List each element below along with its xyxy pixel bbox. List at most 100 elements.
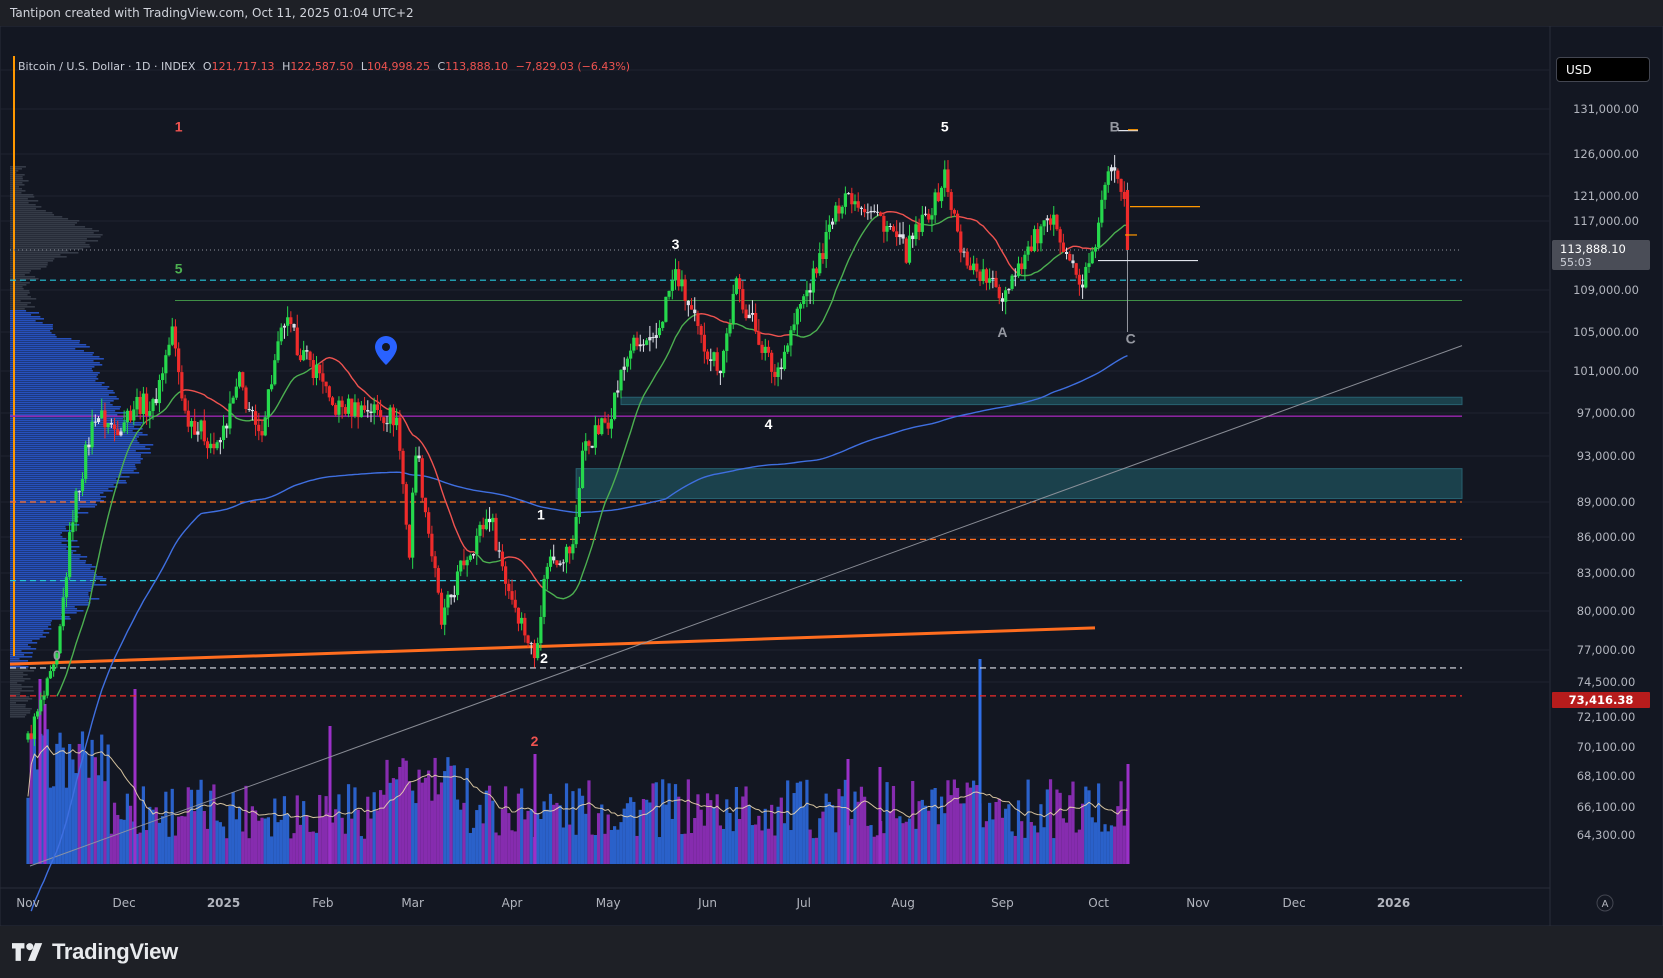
candle-body xyxy=(1023,254,1027,270)
volume-profile-bar xyxy=(10,568,91,570)
volume-bar xyxy=(298,824,303,864)
candle-body xyxy=(324,381,328,387)
volume-bar xyxy=(452,765,456,864)
ema-line-segment xyxy=(790,213,882,338)
volume-bar xyxy=(321,816,325,864)
volume-profile-bar xyxy=(10,220,80,222)
volume-profile-bar xyxy=(10,254,61,256)
volume-profile-bar xyxy=(10,480,126,482)
volume-bar xyxy=(145,830,149,864)
candle-body xyxy=(728,324,732,334)
volume-bar xyxy=(270,836,274,864)
volume-profile-bar xyxy=(10,334,56,336)
volume-bar xyxy=(821,811,825,864)
candle-body xyxy=(205,441,210,449)
volume-bar xyxy=(824,793,828,864)
candle-body xyxy=(279,327,283,342)
candle-body xyxy=(555,560,559,565)
volume-bar xyxy=(273,798,277,864)
candle-body xyxy=(667,290,671,297)
volume-bar xyxy=(462,802,466,864)
candle-body xyxy=(1087,263,1091,267)
volume-bar xyxy=(661,779,665,864)
candle-body xyxy=(427,512,431,534)
volume-bar xyxy=(757,815,761,864)
volume-profile-bar xyxy=(10,478,117,480)
candle-body xyxy=(221,425,226,440)
candle-body xyxy=(545,566,549,579)
candle-body xyxy=(497,550,501,552)
candle-body xyxy=(972,263,976,271)
volume-profile-bar xyxy=(10,704,26,706)
tradingview-logo-icon xyxy=(12,943,43,961)
candle-body xyxy=(981,269,985,282)
candle-body xyxy=(856,201,860,208)
ema-line-segment xyxy=(393,410,478,555)
candle-body xyxy=(302,350,306,361)
volume-bar xyxy=(167,836,171,864)
volume-bar xyxy=(786,780,790,864)
volume-bar xyxy=(1007,804,1011,864)
volume-profile-bar xyxy=(10,292,30,294)
candle-body xyxy=(295,327,299,356)
price-tick-label: 74,500.00 xyxy=(1577,675,1636,689)
volume-bar xyxy=(1109,825,1114,864)
volume-bar xyxy=(555,802,559,864)
volume-bar xyxy=(311,831,315,864)
volume-profile-bar xyxy=(10,548,67,550)
candle-body xyxy=(879,212,883,216)
volume-profile-bar xyxy=(10,554,81,556)
auto-scale-button[interactable]: A xyxy=(1596,894,1614,912)
volume-bar xyxy=(205,828,210,864)
volume-bar xyxy=(250,806,254,864)
levels xyxy=(10,249,1463,697)
candle-body xyxy=(250,409,254,412)
volume-profile-bar xyxy=(10,498,101,500)
volume-bar xyxy=(1013,835,1017,864)
volume-bar xyxy=(138,832,142,864)
candle-body xyxy=(1029,246,1033,252)
volume-profile-bar xyxy=(10,596,90,598)
price-tick-label: 66,100.00 xyxy=(1577,800,1636,814)
volume-bar xyxy=(789,830,793,864)
chart-svg[interactable]: 15122345ABC0136,000.00131,000.00126,000.… xyxy=(0,25,1663,927)
candle-body xyxy=(314,364,319,378)
candle-body xyxy=(391,407,396,426)
volume-bar xyxy=(449,765,453,864)
volume-profile-bar xyxy=(10,508,80,510)
candle-body xyxy=(686,300,690,306)
candle-body xyxy=(186,410,190,427)
candle-body xyxy=(609,419,613,429)
volume-profile-bar xyxy=(10,616,70,618)
volume-bar xyxy=(1106,831,1110,864)
candle-body xyxy=(587,441,591,446)
volume-bar xyxy=(36,769,40,864)
candle-body xyxy=(231,397,235,404)
price-tick-label: 121,000.00 xyxy=(1573,189,1639,203)
candle-body xyxy=(885,225,889,232)
volume-profile-bar xyxy=(10,626,49,628)
candle-body xyxy=(45,678,49,696)
location-pin-icon[interactable] xyxy=(375,336,397,365)
volume-bar xyxy=(122,819,126,864)
candle-body xyxy=(1010,275,1014,289)
chart-area[interactable]: 15122345ABC0136,000.00131,000.00126,000.… xyxy=(0,25,1663,927)
price-tick-label: 89,000.00 xyxy=(1577,495,1636,509)
close-value: 113,888.10 xyxy=(445,60,509,73)
volume-spike xyxy=(978,659,982,864)
volume-profile-bar xyxy=(10,586,94,588)
volume-bar xyxy=(1113,826,1117,864)
wave-label-3: 3 xyxy=(672,236,680,252)
volume-profile-bar xyxy=(10,268,41,270)
volume-bar xyxy=(616,829,620,864)
volume-bar xyxy=(795,782,799,864)
volume-profile-bar xyxy=(10,322,43,324)
volume-bar xyxy=(87,777,91,864)
volume-bar xyxy=(699,809,703,864)
candle-body xyxy=(1068,253,1072,261)
volume-bar xyxy=(215,820,219,864)
countdown-label: 55:03 xyxy=(1560,256,1592,269)
candle-body xyxy=(282,325,287,328)
currency-button[interactable]: USD xyxy=(1556,57,1650,82)
volume-profile-bar xyxy=(10,346,90,348)
